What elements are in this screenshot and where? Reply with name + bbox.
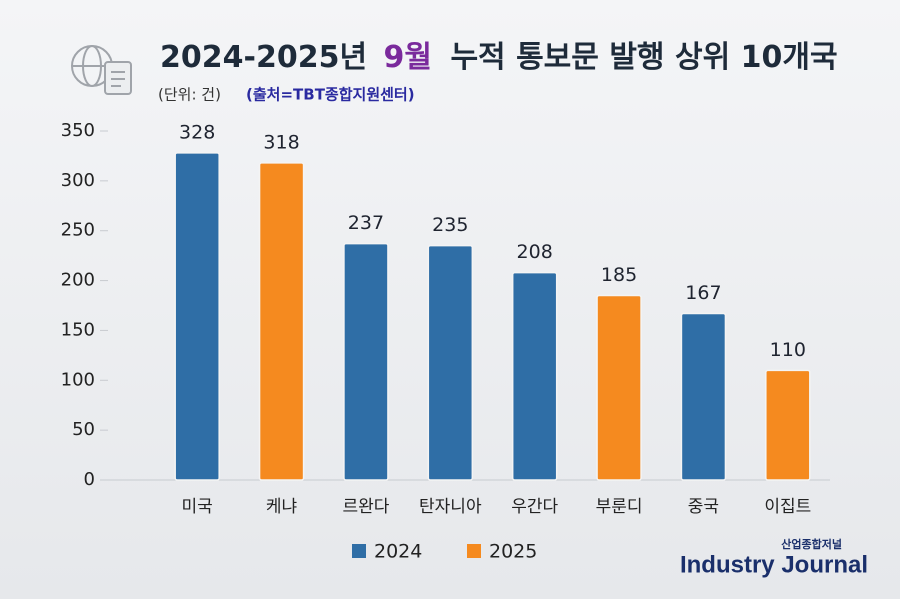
- x-tick-label: 르완다: [342, 497, 389, 517]
- y-tick-label: 350: [61, 120, 95, 141]
- x-tick-label: 케냐: [266, 497, 298, 517]
- x-tick-label: 미국: [182, 497, 213, 517]
- bar: [427, 244, 474, 481]
- data-label: 208: [517, 241, 553, 263]
- y-tick-label: 50: [72, 419, 95, 440]
- bar: [765, 369, 811, 481]
- legend-swatch: [467, 544, 481, 558]
- y-tick-label: 150: [61, 319, 95, 340]
- logo-english: Industry Journal: [680, 551, 868, 578]
- bar: [258, 162, 305, 481]
- legend-label: 2024: [374, 541, 422, 563]
- data-label: 185: [601, 264, 637, 286]
- legend-label: 2025: [489, 541, 537, 563]
- data-label: 235: [432, 214, 468, 236]
- x-tick-label: 중국: [688, 497, 719, 517]
- chart-title: 2024-2025년 9월 누적 통보문 발행 상위 10개국: [160, 40, 838, 75]
- y-tick-label: 0: [84, 469, 95, 490]
- logo-korean: 산업종합저널: [781, 537, 842, 551]
- data-label: 318: [263, 131, 299, 153]
- title-part: 누적 통보문 발행 상위 10개국: [450, 40, 837, 75]
- bar: [343, 242, 389, 481]
- data-label: 328: [179, 121, 215, 143]
- x-tick-label: 이집트: [764, 497, 811, 517]
- legend-swatch: [352, 544, 366, 558]
- bar: [511, 271, 558, 481]
- title-highlight: 9월: [384, 40, 432, 75]
- title-part: 2024-2025년: [160, 40, 367, 75]
- bar: [174, 152, 220, 481]
- x-tick-label: 우간다: [511, 497, 558, 517]
- y-tick-label: 250: [61, 220, 95, 241]
- x-tick-label: 탄자니아: [419, 497, 482, 517]
- source-label: (출처=TBT종합지원센터): [246, 86, 415, 104]
- y-tick-label: 100: [61, 369, 95, 390]
- x-tick-label: 부룬디: [596, 497, 643, 517]
- bar: [596, 294, 642, 481]
- data-label: 237: [348, 212, 384, 234]
- bar: [680, 312, 727, 481]
- globe-icon: [71, 45, 132, 95]
- y-tick-label: 200: [61, 270, 95, 291]
- y-tick-label: 300: [61, 170, 95, 191]
- data-label: 110: [770, 339, 806, 361]
- unit-label: (단위: 건): [158, 86, 221, 104]
- data-label: 167: [685, 282, 721, 304]
